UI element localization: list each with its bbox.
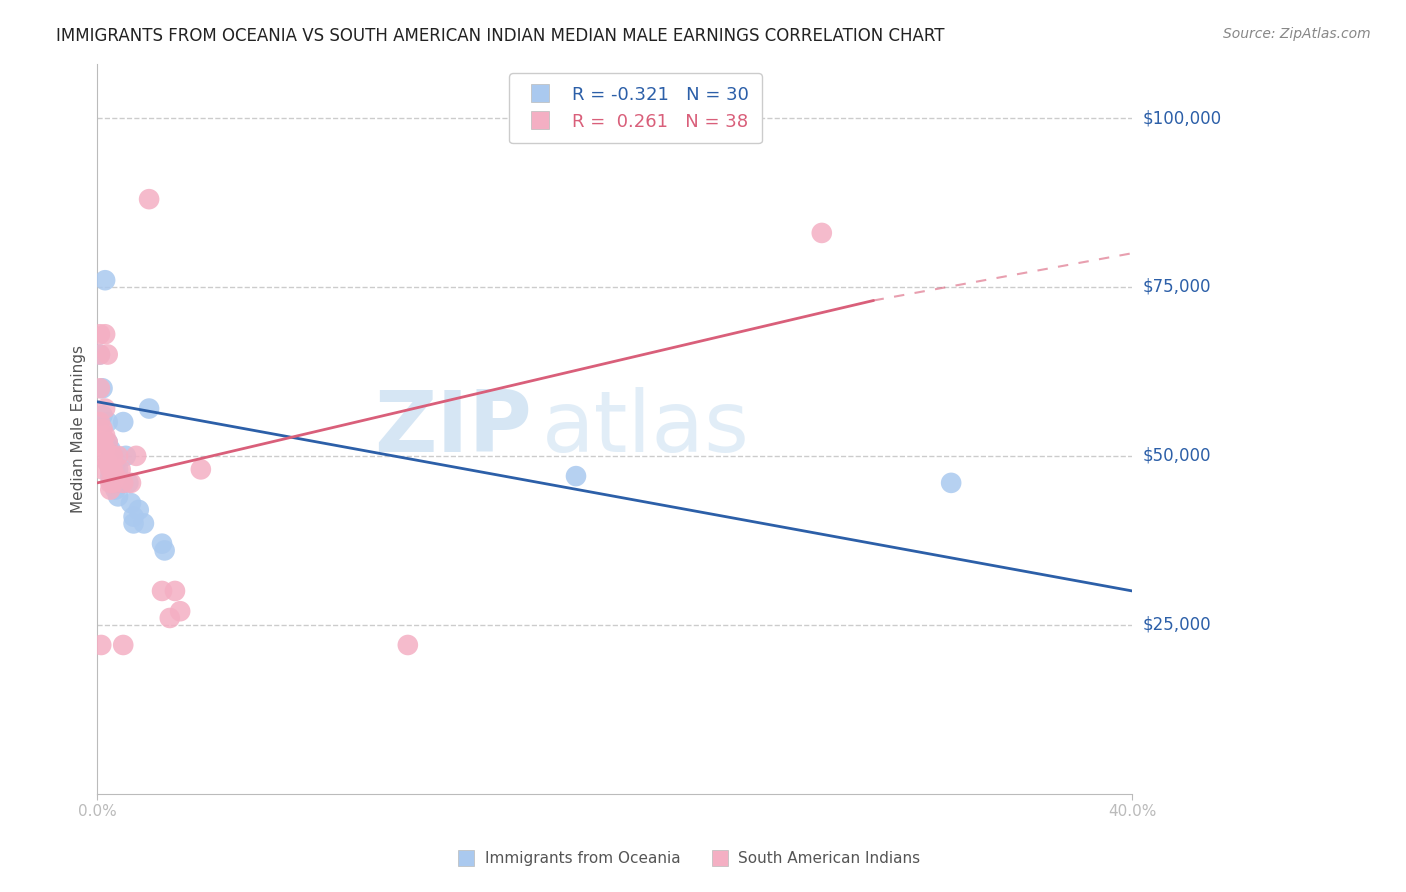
- Point: [101, 475, 124, 490]
- Point: [98, 462, 121, 476]
- Point: [117, 475, 139, 490]
- Text: IMMIGRANTS FROM OCEANIA VS SOUTH AMERICAN INDIAN MEDIAN MALE EARNINGS CORRELATIO: IMMIGRANTS FROM OCEANIA VS SOUTH AMERICA…: [56, 27, 945, 45]
- Point: [110, 462, 132, 476]
- Point: [94, 442, 117, 456]
- Point: [112, 415, 135, 429]
- Point: [128, 503, 150, 517]
- Point: [107, 462, 129, 476]
- Point: [97, 435, 120, 450]
- Point: [91, 449, 114, 463]
- Point: [89, 347, 111, 361]
- Point: [94, 401, 117, 416]
- Point: [150, 584, 173, 599]
- Point: [125, 449, 148, 463]
- Text: $75,000: $75,000: [1143, 278, 1211, 296]
- Text: ZIP: ZIP: [374, 387, 531, 470]
- Point: [159, 611, 181, 625]
- Point: [98, 442, 121, 456]
- Point: [138, 192, 160, 206]
- Text: $50,000: $50,000: [1143, 447, 1211, 465]
- Point: [89, 327, 111, 342]
- Point: [107, 489, 129, 503]
- Point: [98, 475, 121, 490]
- Point: [91, 462, 114, 476]
- Legend: R = -0.321   N = 30, R =  0.261   N = 38: R = -0.321 N = 30, R = 0.261 N = 38: [509, 73, 762, 144]
- Point: [112, 475, 135, 490]
- Text: $100,000: $100,000: [1143, 109, 1222, 127]
- Point: [94, 327, 117, 342]
- Point: [138, 401, 160, 416]
- Point: [97, 435, 120, 450]
- Point: [97, 347, 120, 361]
- Point: [112, 638, 135, 652]
- Point: [97, 456, 120, 470]
- Point: [90, 638, 112, 652]
- Text: atlas: atlas: [543, 387, 751, 470]
- Point: [120, 496, 142, 510]
- Point: [91, 409, 114, 423]
- Point: [89, 435, 111, 450]
- Point: [101, 449, 124, 463]
- Text: $25,000: $25,000: [1143, 615, 1211, 633]
- Point: [132, 516, 155, 531]
- Point: [810, 226, 832, 240]
- Point: [110, 475, 132, 490]
- Point: [150, 536, 173, 550]
- Point: [91, 435, 114, 450]
- Point: [94, 435, 117, 450]
- Point: [98, 469, 121, 483]
- Point: [565, 469, 588, 483]
- Text: Source: ZipAtlas.com: Source: ZipAtlas.com: [1223, 27, 1371, 41]
- Point: [120, 475, 142, 490]
- Point: [97, 456, 120, 470]
- Point: [98, 462, 121, 476]
- Point: [89, 381, 111, 395]
- Point: [396, 638, 419, 652]
- Point: [97, 415, 120, 429]
- Point: [94, 428, 117, 442]
- Point: [169, 604, 191, 618]
- Point: [163, 584, 186, 599]
- Point: [104, 469, 127, 483]
- Point: [91, 381, 114, 395]
- Point: [122, 516, 145, 531]
- Point: [122, 509, 145, 524]
- Point: [104, 462, 127, 476]
- Point: [107, 449, 129, 463]
- Point: [114, 449, 136, 463]
- Point: [101, 462, 124, 476]
- Y-axis label: Median Male Earnings: Median Male Earnings: [72, 345, 86, 513]
- Point: [939, 475, 962, 490]
- Point: [89, 347, 111, 361]
- Point: [91, 422, 114, 436]
- Legend: Immigrants from Oceania, South American Indians: Immigrants from Oceania, South American …: [451, 845, 927, 872]
- Point: [153, 543, 176, 558]
- Point: [104, 483, 127, 497]
- Point: [98, 483, 121, 497]
- Point: [94, 273, 117, 287]
- Point: [190, 462, 212, 476]
- Point: [101, 449, 124, 463]
- Point: [89, 415, 111, 429]
